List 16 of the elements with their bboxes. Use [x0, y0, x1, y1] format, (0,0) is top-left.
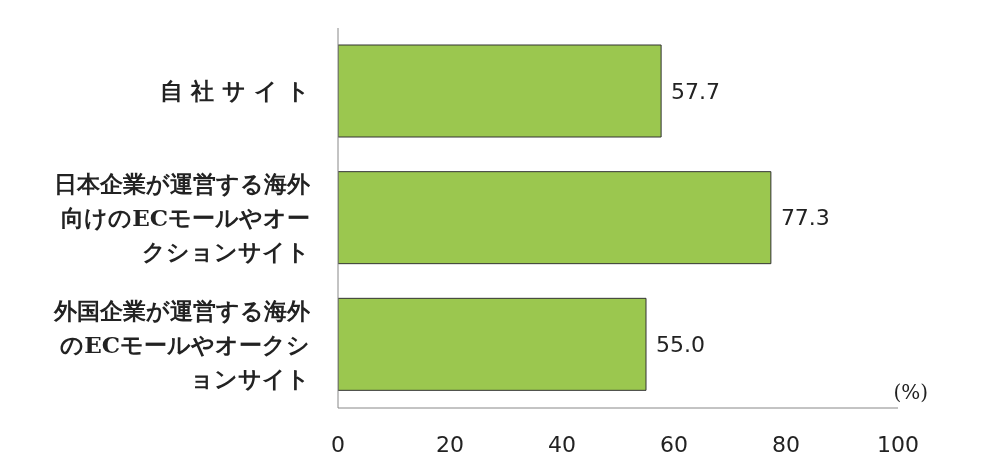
data-label: 77.3	[780, 205, 830, 231]
y-tick-label: 自 社 サ イ ト	[159, 76, 310, 107]
bar	[338, 171, 772, 265]
annotation: (%)	[893, 380, 928, 404]
y-tick-label: 外国企業が運営する海外のECモールやオークションサイト	[52, 295, 310, 394]
y-tick-label: 日本企業が運営する海外向けのECモールやオークションサイト	[53, 169, 310, 267]
x-tick-label: 20	[436, 431, 464, 457]
x-tick-label: 80	[772, 431, 800, 457]
x-tick-label: 0	[331, 431, 345, 457]
data-label: 55.0	[656, 332, 705, 358]
bar	[338, 297, 647, 391]
x-tick-label: 60	[660, 431, 688, 457]
x-tick-label: 40	[548, 431, 576, 457]
data-label: 57.7	[671, 78, 721, 104]
x-tick-label: 100	[877, 431, 919, 457]
bar	[338, 44, 662, 138]
